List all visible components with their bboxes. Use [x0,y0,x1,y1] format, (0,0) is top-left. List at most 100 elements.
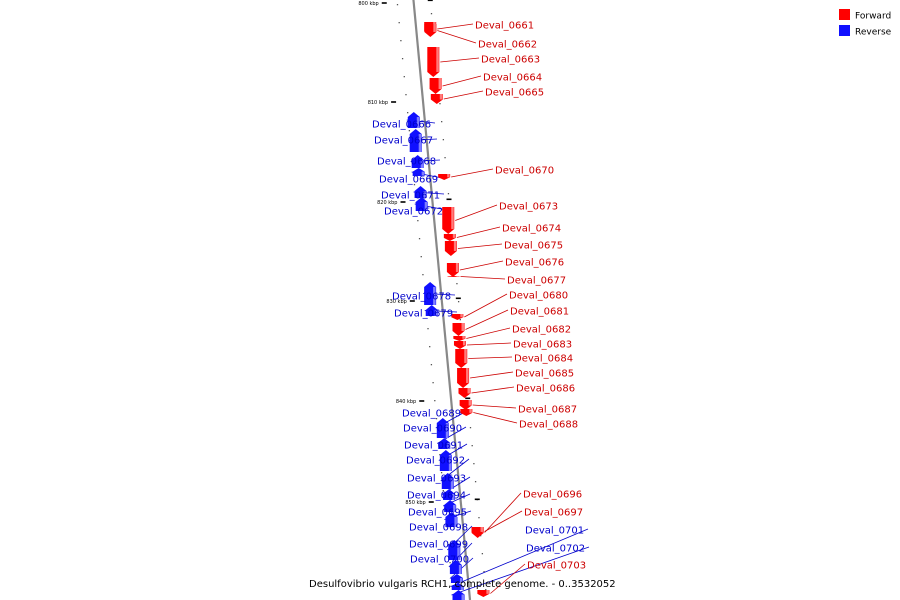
legend-reverse-swatch [839,25,850,36]
legend-forward-label: Forward [855,12,891,22]
gene-label-deval_0687[interactable]: Deval_0687 [518,405,577,416]
gene-label-deval_0698[interactable]: Deval_0698 [409,523,468,534]
gene-label-deval_0702[interactable]: Deval_0702 [526,544,585,555]
gene-highlight [469,409,472,413]
gene-label-deval_0678[interactable]: Deval_0678 [392,292,451,303]
gene-highlight [461,594,465,600]
leader-line [468,356,513,359]
leader-line [437,30,477,44]
kbp-label: 840 kbp [396,399,416,405]
minor-tick [480,535,482,537]
minor-tick [429,346,431,348]
gene-label-deval_0664[interactable]: Deval_0664 [483,73,542,84]
gene-label-deval_0679[interactable]: Deval_0679 [394,309,453,320]
leader-line [473,412,518,424]
legend-forward-swatch [839,9,850,20]
gene-label-deval_0682[interactable]: Deval_0682 [512,325,571,336]
gene-label-deval_0700[interactable]: Deval_0700 [410,555,469,566]
minor-tick [442,139,445,141]
gene-label-deval_0663[interactable]: Deval_0663 [481,55,540,66]
minor-tick [413,184,416,186]
gene-label-deval_0690[interactable]: Deval_0690 [403,424,462,435]
leader-line [460,276,506,280]
minor-tick [456,283,458,285]
gene-label-deval_0670[interactable]: Deval_0670 [495,166,554,177]
gene-label-deval_0703[interactable]: Deval_0703 [527,561,586,572]
gene-label-deval_0669[interactable]: Deval_0669 [379,175,438,186]
minor-tick [430,364,433,366]
gene-label-deval_0695[interactable]: Deval_0695 [408,508,467,519]
minor-tick [473,463,475,465]
gene-label-deval_0665[interactable]: Deval_0665 [485,88,544,99]
leader-line [484,510,523,532]
kbp-label: 820 kbp [377,200,397,206]
gene-highlight [456,276,460,277]
kbp-markers: 800 kbp 810 kbp 820 kbp 830 kbp 840 kbp 850 k… [358,0,480,506]
gene-label-deval_0672[interactable]: Deval_0672 [384,207,443,218]
gene-highlight [467,388,470,394]
kbp-tick-right [446,198,452,201]
gene-label-deval_0680[interactable]: Deval_0680 [509,291,568,302]
minor-tick [449,562,451,564]
gene-label-deval_0696[interactable]: Deval_0696 [523,490,582,501]
gene-label-deval_0692[interactable]: Deval_0692 [406,456,465,467]
genome-caption: Desulfovibrio vulgaris RCH1, complete ge… [309,579,616,590]
minor-tick [471,445,473,447]
gene-label-deval_0668[interactable]: Deval_0668 [377,157,436,168]
gene-label-deval_0662[interactable]: Deval_0662 [478,40,537,51]
gene-label-deval_0673[interactable]: Deval_0673 [499,202,558,213]
gene-highlight [450,478,454,489]
gene-highlight [461,323,465,331]
gene-highlight [452,234,456,238]
gene-highlight [453,241,457,251]
gene-label-deval_0699[interactable]: Deval_0699 [409,540,468,551]
minor-tick [441,121,443,123]
minor-tick [396,4,399,6]
gene-highlight [424,202,428,211]
gene-highlight [459,578,463,583]
gene-highlight [468,400,472,406]
gene-label-deval_0684[interactable]: Deval_0684 [514,354,573,365]
minor-tick [459,319,461,321]
gene-label-deval_0677[interactable]: Deval_0677 [507,276,566,287]
gene-label-deval_0661[interactable]: Deval_0661 [475,21,534,32]
minor-tick [483,571,485,573]
kbp-tick-left [419,400,425,402]
gene-highlight [466,368,469,383]
minor-tick [422,274,424,276]
gene-label-deval_0671[interactable]: Deval_0671 [381,191,440,202]
leader-line [451,168,494,178]
gene-label-deval_0683[interactable]: Deval_0683 [513,340,572,351]
gene-label-deval_0691[interactable]: Deval_0691 [404,441,463,452]
gene-highlight [433,24,436,32]
leader-line [484,492,522,533]
gene-label-deval_0666[interactable]: Deval_0666 [372,120,431,131]
gene-label-deval_0676[interactable]: Deval_0676 [505,258,564,269]
gene-highlight [460,314,463,318]
leader-line [464,293,508,318]
minor-tick [403,76,405,78]
leader-line [437,23,474,30]
gene-highlight [480,527,484,532]
minor-tick [435,418,438,420]
leader-line [465,309,509,330]
gene-label-deval_0674[interactable]: Deval_0674 [502,224,561,235]
gene-label-deval_0693[interactable]: Deval_0693 [407,474,466,485]
gene-label-deval_0685[interactable]: Deval_0685 [515,369,574,380]
minor-tick [481,553,484,555]
gene-label-deval_0697[interactable]: Deval_0697 [524,508,583,519]
gene-label-deval_0681[interactable]: Deval_0681 [510,307,569,318]
gene-highlight [447,174,450,178]
gene-label-deval_0689[interactable]: Deval_0689 [402,409,461,420]
gene-label-deval_0694[interactable]: Deval_0694 [407,491,466,502]
gene-label-deval_0667[interactable]: Deval_0667 [374,136,433,147]
gene-label-deval_0701[interactable]: Deval_0701 [525,526,584,537]
gene-label-deval_0688[interactable]: Deval_0688 [519,420,578,431]
gene-label-deval_0675[interactable]: Deval_0675 [504,241,563,252]
gene-highlight [447,442,450,449]
gene-highlight [418,134,422,152]
leader-line [455,204,498,221]
gene-highlight [486,590,489,594]
gene-label-deval_0686[interactable]: Deval_0686 [516,384,575,395]
gene-highlight [464,349,467,363]
